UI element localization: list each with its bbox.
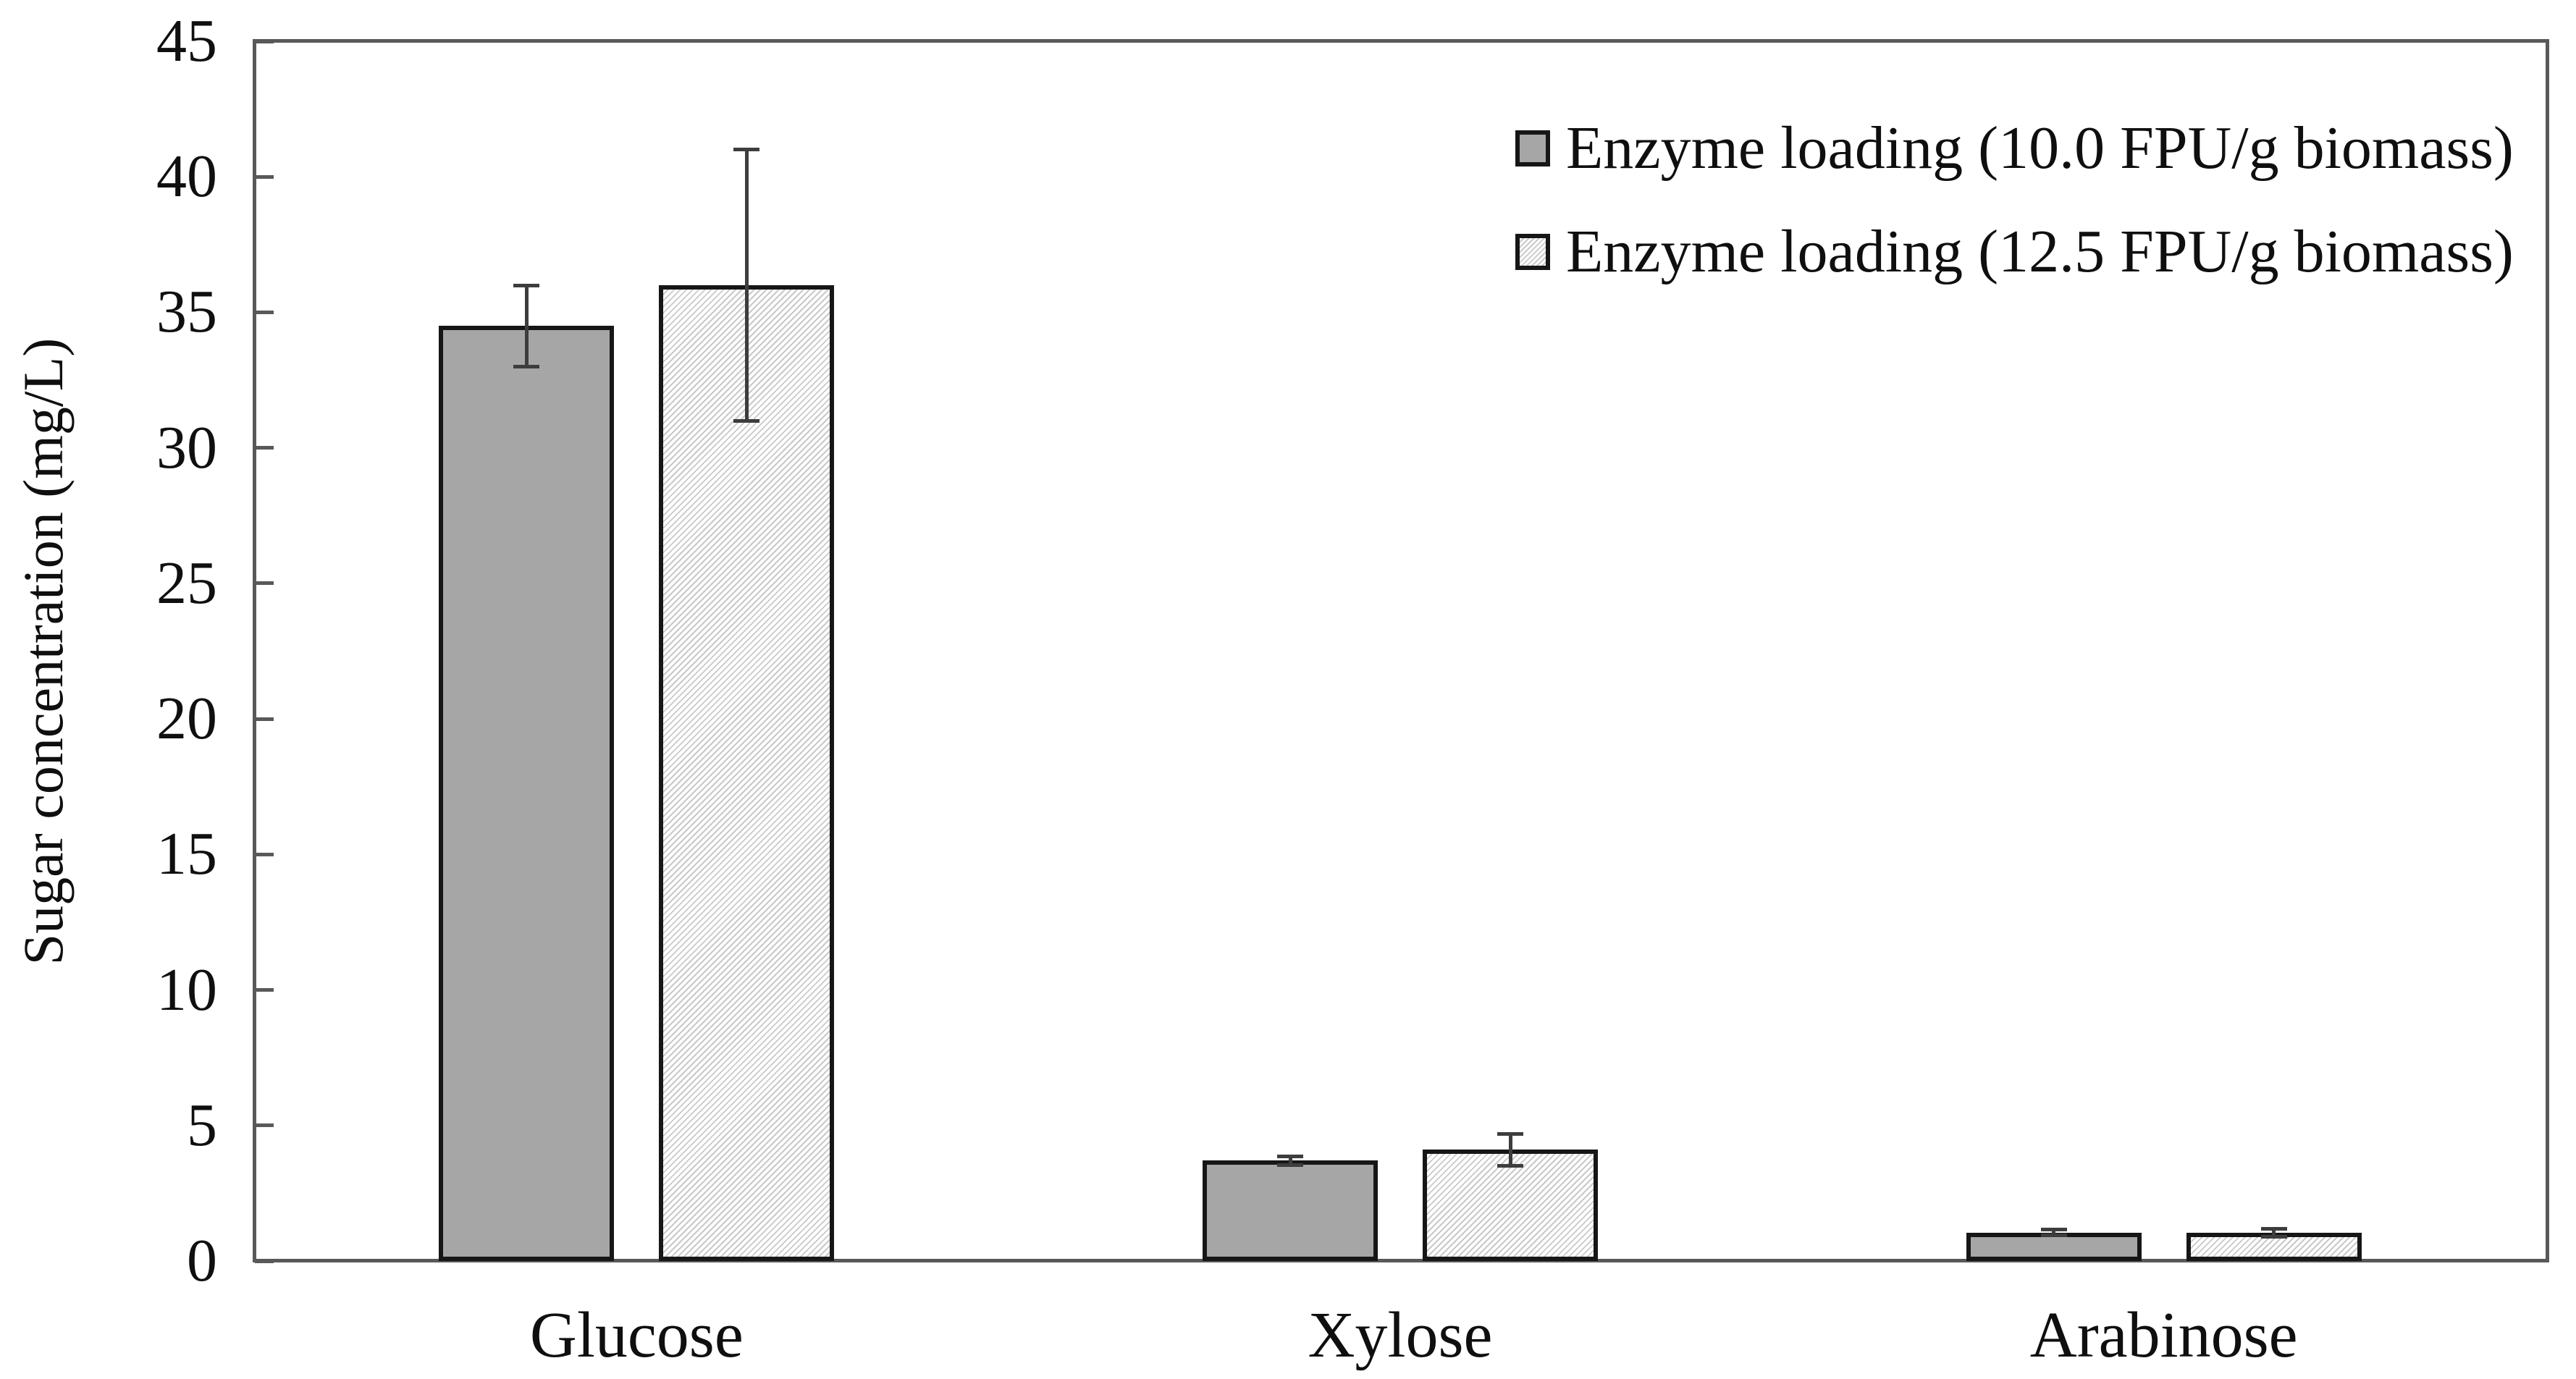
y-tick-label-35: 35 bbox=[156, 278, 217, 346]
y-tick-20 bbox=[255, 717, 274, 721]
y-tick-label-40: 40 bbox=[156, 143, 217, 211]
error-bar-arabinose-s1 bbox=[2052, 1229, 2056, 1236]
plot-area bbox=[253, 39, 2549, 1262]
error-bar-glucose-s2 bbox=[744, 149, 749, 421]
y-tick-10 bbox=[255, 988, 274, 992]
bar-series1-xylose bbox=[1203, 1160, 1378, 1261]
error-bar-xylose-s1-cap-bottom bbox=[1277, 1163, 1303, 1167]
error-bar-xylose-s2-cap-bottom bbox=[1497, 1164, 1523, 1168]
y-tick-25 bbox=[255, 581, 274, 586]
error-bar-xylose-s1-cap-top bbox=[1277, 1155, 1303, 1159]
y-tick-35 bbox=[255, 310, 274, 314]
y-tick-30 bbox=[255, 446, 274, 450]
error-bar-glucose-s1-cap-top bbox=[513, 283, 540, 287]
error-bar-glucose-s1-cap-bottom bbox=[513, 364, 540, 368]
legend-swatch-solid bbox=[1515, 130, 1550, 166]
y-tick-0 bbox=[255, 1259, 274, 1263]
y-tick-45 bbox=[255, 39, 274, 43]
error-bar-xylose-s1 bbox=[1288, 1156, 1292, 1165]
legend-item-series-2: Enzyme loading (12.5 FPU/g biomass) bbox=[1515, 219, 2514, 284]
error-bar-arabinose-s2-cap-top bbox=[2260, 1226, 2287, 1231]
error-bar-arabinose-s1-cap-top bbox=[2040, 1228, 2067, 1232]
y-tick-label-25: 25 bbox=[156, 549, 217, 617]
y-tick-label-15: 15 bbox=[156, 820, 217, 888]
y-tick-40 bbox=[255, 174, 274, 179]
error-bar-arabinose-s1-cap-bottom bbox=[2040, 1233, 2067, 1237]
y-tick-label-10: 10 bbox=[156, 956, 217, 1024]
y-tick-5 bbox=[255, 1123, 274, 1128]
bar-series2-glucose bbox=[659, 285, 835, 1261]
category-label-arabinose: Arabinose bbox=[2029, 1299, 2298, 1371]
bar-series1-arabinose bbox=[1966, 1232, 2142, 1261]
error-bar-arabinose-s2 bbox=[2272, 1228, 2276, 1237]
y-tick-label-5: 5 bbox=[187, 1091, 217, 1159]
error-bar-glucose-s2-cap-top bbox=[733, 148, 760, 152]
category-label-glucose: Glucose bbox=[529, 1299, 744, 1371]
legend-item-series-1: Enzyme loading (10.0 FPU/g biomass) bbox=[1515, 116, 2514, 181]
y-tick-label-0: 0 bbox=[187, 1227, 217, 1294]
legend-label: Enzyme loading (10.0 FPU/g biomass) bbox=[1566, 114, 2514, 182]
legend-swatch-hatched bbox=[1515, 234, 1550, 270]
category-label-xylose: Xylose bbox=[1308, 1299, 1493, 1371]
error-bar-xylose-s2 bbox=[1508, 1134, 1512, 1166]
y-tick-15 bbox=[255, 852, 274, 856]
error-bar-glucose-s1 bbox=[524, 285, 529, 367]
error-bar-xylose-s2-cap-top bbox=[1497, 1131, 1523, 1136]
bar-series1-glucose bbox=[439, 326, 615, 1261]
error-bar-glucose-s2-cap-bottom bbox=[733, 418, 760, 423]
y-tick-label-30: 30 bbox=[156, 413, 217, 481]
y-tick-label-45: 45 bbox=[156, 7, 217, 75]
legend-label: Enzyme loading (12.5 FPU/g biomass) bbox=[1566, 218, 2514, 285]
y-tick-label-20: 20 bbox=[156, 685, 217, 753]
error-bar-arabinose-s2-cap-bottom bbox=[2260, 1234, 2287, 1239]
